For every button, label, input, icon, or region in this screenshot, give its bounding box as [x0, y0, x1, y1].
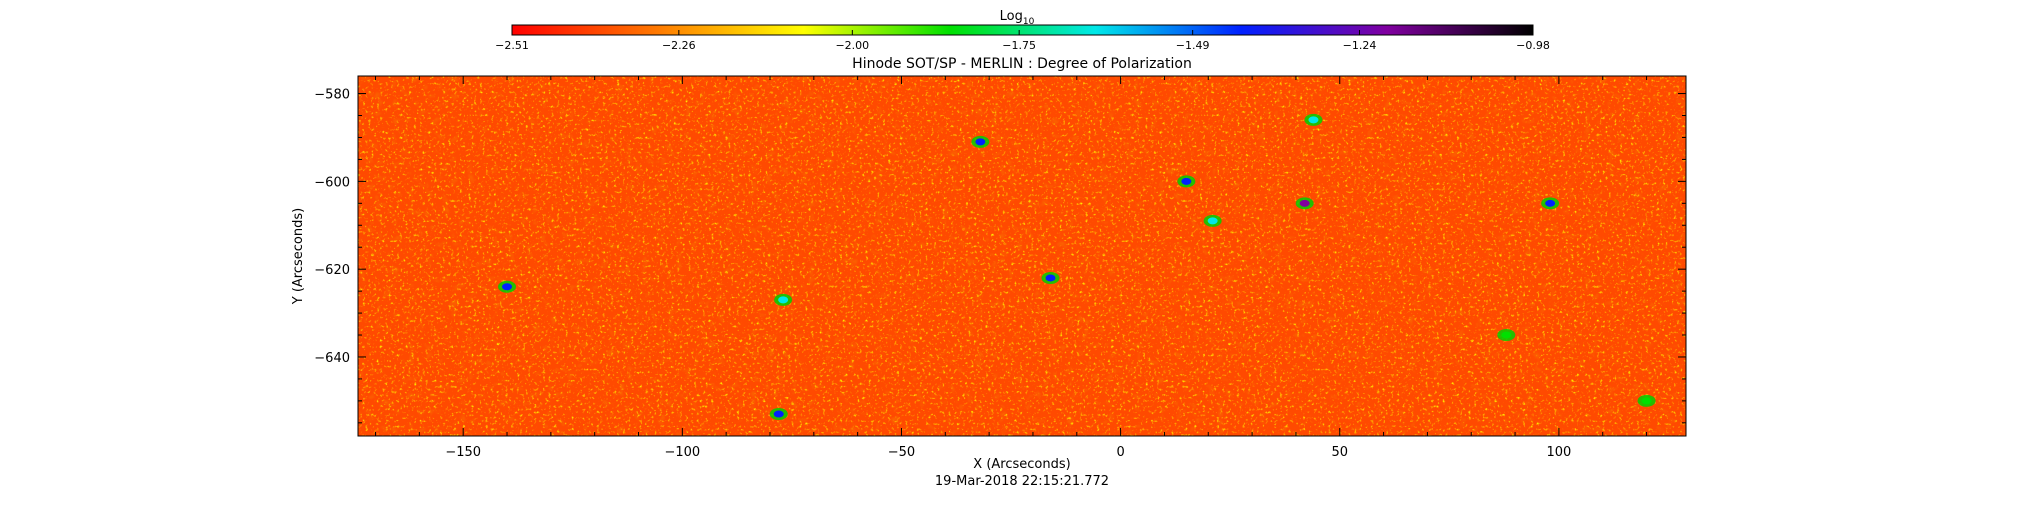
x-tick-label: 100 [1546, 445, 1571, 460]
y-tick-label: −620 [314, 263, 350, 278]
x-tick-label: 50 [1331, 445, 1348, 460]
y-tick-label: −600 [314, 175, 350, 190]
colorbar-tick-label: −0.98 [1516, 39, 1550, 52]
y-tick-label: −640 [314, 351, 350, 366]
feature-core [773, 410, 784, 418]
feature-core [502, 283, 513, 291]
feature-core [1207, 217, 1218, 225]
x-tick-label: −100 [664, 445, 700, 460]
feature-core [1045, 274, 1056, 282]
y-tick-label: −580 [314, 88, 350, 103]
feature-core [1299, 199, 1310, 207]
colorbar: Log10 −2.51 −2.26 −2.00 −1.75 −1.49 −1.24 −0.9… [495, 9, 1550, 52]
colorbar-tick-label: −2.00 [835, 39, 869, 52]
colorbar-tick-label: −1.49 [1176, 39, 1210, 52]
timestamp: 19-Mar-2018 22:15:21.772 [935, 474, 1109, 489]
colorbar-label-sub: 10 [1023, 17, 1035, 27]
x-axis: −150 −100 −50 0 50 100 [375, 76, 1648, 460]
feature-core [975, 138, 986, 146]
colorbar-tick-label: −1.24 [1343, 39, 1377, 52]
colorbar-tick-label: −2.26 [662, 39, 696, 52]
y-axis: −580 −600 −620 −640 [314, 88, 1686, 424]
feature-core [1181, 177, 1192, 185]
plot-frame [357, 75, 1687, 437]
y-axis-label: Y (Arcseconds) [291, 208, 306, 305]
heatmap-image [358, 76, 1686, 436]
heatmap-features [498, 113, 1656, 421]
x-tick-label: −50 [888, 445, 915, 460]
x-axis-label: X (Arcseconds) [973, 457, 1070, 472]
feature-core [778, 296, 789, 304]
feature-core [1501, 331, 1512, 339]
colorbar-label-base: Log [1000, 9, 1023, 24]
colorbar-tick-label: −2.51 [495, 39, 529, 52]
feature-core [1641, 397, 1652, 405]
feature-core [1308, 116, 1319, 124]
colorbar-tick-label: −1.75 [1002, 39, 1036, 52]
colorbar-label: Log10 [1000, 9, 1035, 27]
feature-core [1545, 199, 1556, 207]
colorbar-ticks: −2.51 −2.26 −2.00 −1.75 −1.49 −1.24 −0.98 [495, 30, 1550, 52]
x-tick-label: 0 [1116, 445, 1124, 460]
chart-title: Hinode SOT/SP - MERLIN : Degree of Polar… [852, 56, 1192, 72]
colorbar-bar [511, 24, 1534, 36]
x-tick-label: −150 [445, 445, 481, 460]
